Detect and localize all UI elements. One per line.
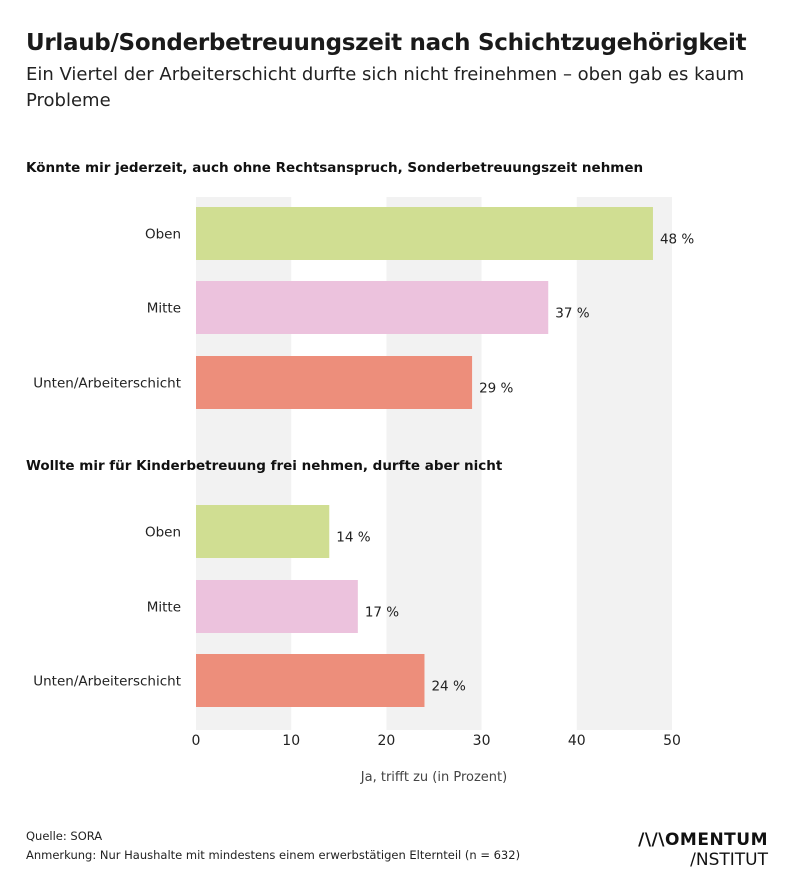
chart-title: Urlaub/Sonderbetreuungszeit nach Schicht… bbox=[26, 30, 747, 56]
bar bbox=[196, 654, 425, 707]
data-label: 14 % bbox=[336, 530, 370, 546]
data-label: 48 % bbox=[660, 232, 694, 248]
group-title: Wollte mir für Kinderbetreuung frei nehm… bbox=[26, 458, 503, 474]
chart-subtitle: Ein Viertel der Arbeiterschicht durfte s… bbox=[26, 64, 745, 111]
data-label: 29 % bbox=[479, 381, 513, 397]
x-axis-label: Ja, trifft zu (in Prozent) bbox=[360, 770, 507, 785]
momentum-logo: /\/\OMENTUM/NSTITUT bbox=[638, 830, 768, 870]
category-label: Mitte bbox=[147, 600, 181, 616]
x-tick-label: 30 bbox=[473, 733, 491, 749]
x-tick-label: 50 bbox=[663, 733, 681, 749]
data-label: 17 % bbox=[365, 605, 399, 621]
group-title: Könnte mir jederzeit, auch ohne Rechtsan… bbox=[26, 160, 643, 176]
x-tick-label: 10 bbox=[282, 733, 300, 749]
x-tick-label: 0 bbox=[192, 733, 201, 749]
category-label: Oben bbox=[145, 227, 181, 243]
grid-band bbox=[576, 197, 672, 730]
category-label: Oben bbox=[145, 525, 181, 541]
annotation-note: Anmerkung: Nur Haushalte mit mindestens … bbox=[26, 848, 521, 862]
bar bbox=[196, 207, 653, 260]
x-tick-label: 20 bbox=[377, 733, 395, 749]
bar bbox=[196, 356, 473, 409]
category-label: Mitte bbox=[147, 301, 181, 317]
bar bbox=[196, 580, 358, 633]
x-tick-label: 40 bbox=[568, 733, 586, 749]
category-label: Unten/Arbeiterschicht bbox=[33, 674, 181, 690]
data-label: 24 % bbox=[431, 679, 465, 695]
bar bbox=[196, 505, 330, 558]
data-label: 37 % bbox=[555, 306, 589, 322]
bar bbox=[196, 281, 549, 334]
source-note: Quelle: SORA bbox=[26, 829, 103, 843]
category-label: Unten/Arbeiterschicht bbox=[33, 376, 181, 392]
